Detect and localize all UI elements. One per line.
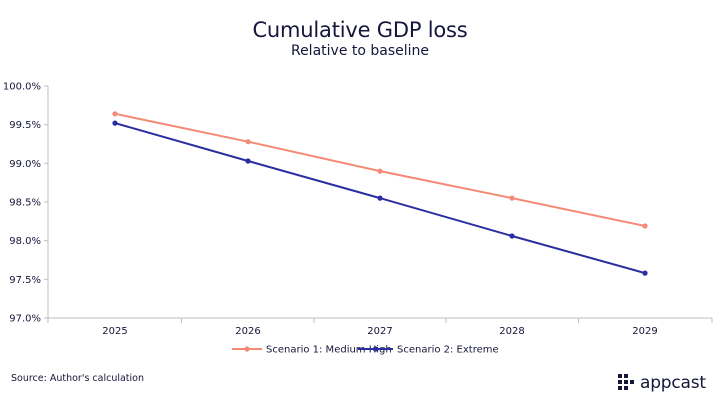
data-point: [642, 270, 648, 276]
data-point: [377, 195, 383, 201]
x-tick-label: 2026: [235, 326, 260, 337]
x-tick-label: 2025: [102, 326, 127, 337]
x-tick-label: 2027: [367, 326, 392, 337]
chart-legend: Scenario 1: Medium High Scenario 2: Extre…: [232, 345, 499, 356]
data-point: [642, 223, 648, 229]
source-note: Source: Author's calculation: [11, 373, 144, 384]
data-point: [112, 120, 118, 126]
legend-label: Scenario 2: Extreme: [397, 345, 499, 356]
legend-label: Scenario 1: Medium High: [266, 345, 392, 356]
y-tick-label: 99.5%: [9, 120, 41, 131]
y-tick-label: 98.0%: [9, 236, 41, 247]
x-axis-ticks: 2025 2026 2027 2028 2029: [47, 318, 713, 337]
chart-series: [112, 111, 648, 276]
legend-swatch-marker: [244, 346, 250, 352]
chart-title: Cumulative GDP loss: [252, 18, 468, 42]
chart-subtitle: Relative to baseline: [290, 43, 430, 59]
legend-swatch-marker: [372, 346, 379, 352]
logo-text: appcast: [640, 373, 706, 393]
y-tick-label: 98.5%: [9, 198, 41, 209]
data-point: [377, 168, 383, 174]
data-point: [112, 111, 118, 117]
y-axis-ticks: 97.0% 97.5% 98.0% 98.5% 99.0% 99.5% 100.0%: [3, 82, 48, 325]
x-tick-label: 2028: [499, 326, 524, 337]
data-point: [509, 195, 515, 201]
appcast-logo-icon: [618, 374, 634, 390]
data-point: [509, 233, 515, 239]
y-tick-label: 97.0%: [9, 314, 41, 325]
y-tick-label: 97.5%: [9, 275, 41, 286]
y-tick-label: 100.0%: [3, 82, 41, 93]
appcast-logo: appcast: [618, 372, 706, 394]
y-tick-label: 99.0%: [9, 159, 41, 170]
data-point: [245, 139, 251, 145]
x-tick-label: 2029: [632, 326, 657, 337]
data-point: [245, 158, 251, 164]
